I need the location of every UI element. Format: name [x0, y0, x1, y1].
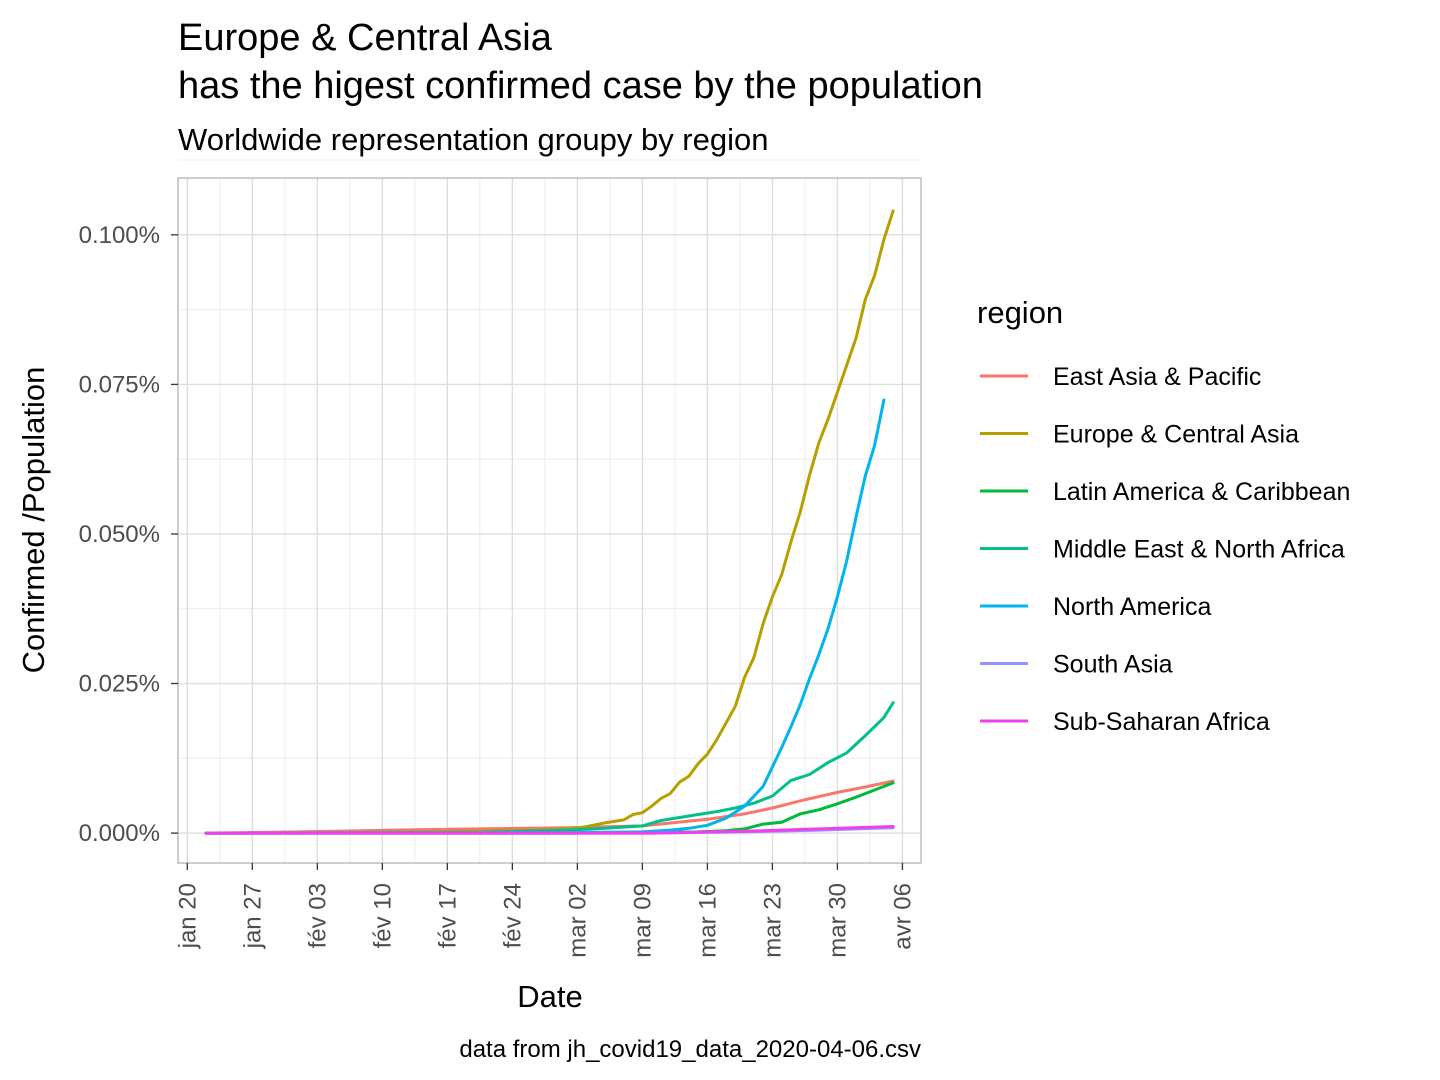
plot-background	[178, 178, 921, 863]
y-tick-label: 0.025%	[79, 671, 160, 698]
legend-label: East Asia & Pacific	[1053, 363, 1261, 391]
chart-subtitle: Worldwide representation groupy by regio…	[178, 122, 768, 157]
x-tick-label: mar 30	[824, 883, 851, 958]
legend-label: Middle East & North Africa	[1053, 536, 1345, 564]
series-lines	[204, 209, 895, 835]
legend-items: East Asia & Pacific Europe & Central Asia…	[980, 363, 1350, 736]
y-axis-title: Confirmed /Population	[16, 367, 51, 674]
chart-title-line1: Europe & Central Asia	[178, 17, 553, 59]
grid-minor	[178, 159, 921, 863]
x-tick-label: mar 23	[759, 883, 786, 958]
series-line	[204, 825, 895, 835]
x-axis: jan 20 jan 27 fév 03 fév 10 fév 17 fév 24 mar …	[174, 863, 916, 958]
x-tick-label: jan 27	[239, 883, 266, 949]
legend: region East Asia & Pacific Europe & Centr…	[977, 295, 1350, 736]
x-tick-label: avr 06	[889, 883, 916, 950]
x-tick-label: mar 16	[694, 883, 721, 958]
x-tick-label: jan 20	[174, 883, 201, 949]
x-tick-label: fév 03	[304, 883, 331, 948]
x-tick-label: fév 24	[499, 883, 526, 948]
y-tick-label: 0.050%	[79, 521, 160, 548]
chart-title-line2: has the higest confirmed case by the pop…	[178, 65, 983, 107]
plot-panel	[177, 159, 922, 864]
legend-label: Sub-Saharan Africa	[1053, 708, 1270, 736]
x-tick-label: mar 02	[564, 883, 591, 958]
series-line	[204, 701, 895, 835]
legend-label: South Asia	[1053, 651, 1173, 679]
x-tick-label: fév 17	[434, 883, 461, 948]
chart-caption: data from jh_covid19_data_2020-04-06.csv	[459, 1036, 921, 1063]
legend-label: North America	[1053, 593, 1211, 621]
y-axis: 0.000% 0.025% 0.050% 0.075% 0.100%	[79, 222, 178, 847]
legend-title: region	[977, 295, 1063, 330]
legend-label: Latin America & Caribbean	[1053, 478, 1350, 506]
y-tick-label: 0.075%	[79, 371, 160, 398]
legend-label: Europe & Central Asia	[1053, 421, 1299, 449]
y-tick-label: 0.100%	[79, 222, 160, 249]
x-axis-title: Date	[517, 979, 582, 1014]
x-tick-label: mar 09	[629, 883, 656, 958]
y-tick-label: 0.000%	[79, 820, 160, 847]
plot-border	[177, 177, 922, 864]
series-line	[204, 398, 886, 835]
series-line	[204, 209, 895, 835]
x-tick-label: fév 10	[369, 883, 396, 948]
